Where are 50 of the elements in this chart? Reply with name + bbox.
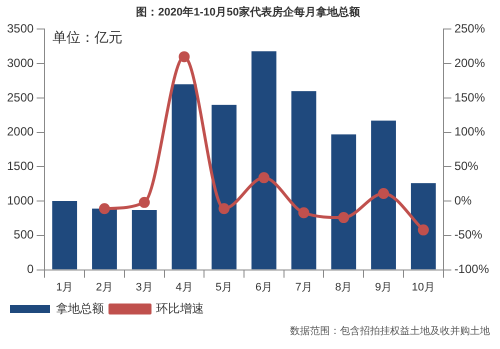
x-tick-label: 6月 [255, 281, 272, 294]
y2-tick-label: -100% [454, 262, 490, 276]
point [418, 224, 429, 236]
y-tick-label: 0 [27, 262, 34, 276]
x-tick-label: 4月 [176, 281, 193, 294]
y-tick-label: 3500 [6, 22, 34, 36]
point [338, 212, 350, 224]
text: 数据范围：包含招拍挂权益土地及收并购土地 [289, 325, 490, 339]
legend-label: 拿地总额 [56, 301, 104, 316]
chart-title: 图：2020年1-10月50家代表房企每月拿地总额 [136, 6, 361, 19]
point [178, 51, 190, 62]
legend-label: 环比增速 [156, 301, 204, 316]
y2-tick-label: 200% [454, 56, 486, 70]
point [258, 172, 270, 184]
x-tick-label: 5月 [216, 281, 233, 294]
y2-tick-label: 250% [454, 22, 486, 36]
bar [371, 120, 396, 270]
point [138, 196, 150, 208]
x-tick-label: 7月 [295, 281, 312, 294]
bar [172, 84, 197, 270]
x-tick-label: 1月 [56, 281, 74, 294]
y-axis-title: 单位：亿元 [52, 30, 123, 46]
x-tick-label: 10月 [412, 281, 436, 294]
y-tick-label: 500 [14, 228, 34, 242]
y2-tick-label: 50% [454, 159, 479, 173]
bar [92, 208, 117, 270]
bar [291, 91, 316, 270]
y2-tick-label: 150% [454, 90, 486, 104]
bar [410, 183, 436, 270]
bar [252, 51, 276, 270]
x-tick-label: 8月 [335, 281, 352, 294]
x-tick-label: 3月 [136, 281, 153, 294]
y-tick-label: 3000 [6, 56, 34, 70]
x-tick-label: 9月 [374, 281, 392, 294]
y2-tick-label: 0% [454, 193, 472, 208]
y2-tick-label: -50% [454, 228, 483, 242]
y2-tick-label: 100% [454, 124, 486, 139]
y-tick-label: 1000 [6, 193, 34, 208]
y-tick-label: 2000 [6, 124, 34, 139]
x-tick-label: 2月 [96, 281, 114, 294]
point [98, 203, 110, 214]
bar [132, 210, 157, 270]
bar [52, 201, 78, 270]
bar [331, 134, 356, 270]
point [378, 188, 390, 199]
point [298, 207, 310, 218]
y-tick-label: 1500 [6, 159, 34, 173]
point [218, 203, 230, 214]
y-tick-label: 2500 [6, 90, 34, 104]
bar [212, 104, 237, 270]
